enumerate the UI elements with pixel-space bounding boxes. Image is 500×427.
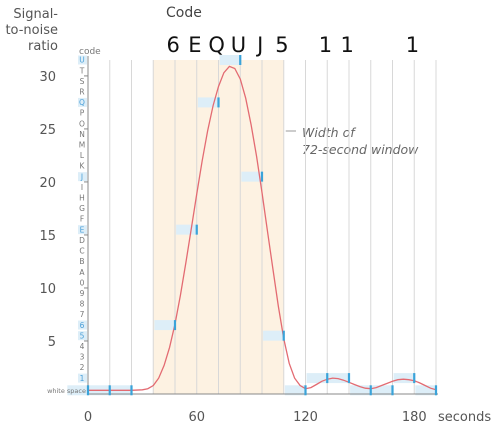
- code-letter-6: 1: [319, 33, 332, 57]
- code-tick-30: T: [79, 66, 85, 75]
- sample-bar-13: [371, 385, 393, 396]
- y-tick-label-15: 15: [39, 229, 56, 244]
- code-highlight-20: [78, 172, 87, 182]
- code-tick-31: U: [79, 56, 85, 65]
- sample-bar-4: [176, 224, 197, 235]
- sample-bar-3: [154, 320, 175, 331]
- code-axis-label: code: [79, 47, 101, 57]
- code-tick-3: 3: [80, 353, 85, 362]
- curve-group: [88, 65, 437, 391]
- x-tick-label-60: 60: [188, 410, 205, 425]
- code-highlight-27: [78, 97, 87, 107]
- code-tick-6: 6: [80, 321, 85, 330]
- code-tick-29: S: [80, 77, 85, 86]
- sample-bar-10: [306, 373, 328, 384]
- code-tick-20: J: [80, 172, 83, 181]
- y-tick-label-20: 20: [39, 176, 56, 191]
- code-tick-9: 9: [80, 289, 85, 298]
- sample-bar-6: [219, 55, 241, 65]
- code-letter-5: 5: [275, 33, 288, 57]
- code-letter-2: Q: [208, 33, 225, 57]
- code-highlight-1: [78, 373, 87, 383]
- code-tick-15: E: [80, 225, 85, 234]
- code-tick-23: M: [79, 141, 85, 150]
- code-tick-13: C: [79, 247, 84, 256]
- code-tick-11: A: [79, 268, 85, 277]
- code-tick-5: 5: [80, 331, 85, 340]
- window-annotation-line-1: Width of: [302, 125, 356, 140]
- sample-bar-8: [263, 330, 284, 341]
- code-tick-22: L: [80, 151, 85, 160]
- gridlines: [109, 60, 437, 394]
- code-tick-25: O: [79, 119, 85, 128]
- y-axis-label-line-2: to-noise: [5, 23, 58, 38]
- code-tick-14: D: [79, 236, 85, 245]
- code-tick-16: F: [80, 215, 84, 224]
- snr-curve: [88, 65, 437, 391]
- code-tick-19: I: [81, 183, 83, 192]
- code-highlight-15: [78, 225, 87, 235]
- code-title: Code: [166, 5, 202, 21]
- code-tick-28: R: [79, 88, 84, 97]
- code-highlight-6: [78, 320, 87, 330]
- code-tick-24: N: [79, 130, 85, 139]
- code-letter-8: 1: [406, 33, 419, 57]
- code-highlight-31: [78, 55, 87, 65]
- code-highlight-5: [78, 331, 87, 341]
- code-tick-18: H: [79, 194, 85, 203]
- sample-bar-5: [197, 97, 219, 108]
- y-axis-label-line-3: ratio: [28, 39, 58, 54]
- code-tick-8: 8: [80, 300, 85, 309]
- code-tick-27: Q: [79, 98, 85, 107]
- sample-bar-7: [241, 171, 262, 182]
- y-tick-label-25: 25: [39, 123, 56, 138]
- y-tick-label-5: 5: [48, 335, 56, 350]
- code-letter-0: 6: [167, 33, 180, 57]
- code-letter-1: E: [188, 33, 201, 57]
- code-letter-7: 1: [341, 33, 354, 57]
- code-tick-2: 2: [80, 363, 85, 372]
- code-tick-17: G: [79, 204, 85, 213]
- sample-bar-9: [284, 385, 306, 396]
- sample-bar-15: [415, 385, 436, 396]
- x-tick-label-0: 0: [84, 410, 92, 425]
- code-tick-21: K: [80, 162, 86, 171]
- y-tick-label-30: 30: [39, 70, 56, 85]
- window-annotation-line-2: 72-second window: [302, 142, 419, 157]
- y-axis-label-line-1: Signal-: [13, 7, 58, 22]
- code-tick-1: 1: [80, 374, 85, 383]
- x-axis-unit: seconds: [438, 410, 491, 425]
- code-letter-4: J: [255, 33, 263, 57]
- x-tick-label-120: 120: [293, 410, 318, 425]
- sample-bar-12: [350, 385, 371, 396]
- sample-bar-14: [393, 373, 415, 384]
- code-tick-4: 4: [80, 342, 85, 351]
- code-letter-3: U: [231, 33, 246, 57]
- code-tick-7: 7: [80, 310, 85, 319]
- code-tick-26: P: [80, 109, 85, 118]
- x-tick-label-180: 180: [402, 410, 427, 425]
- code-tick-10: 0: [80, 278, 85, 287]
- sample-markers: [86, 55, 438, 396]
- sample-bar-0: [67, 385, 88, 396]
- code-tick-0: white space: [47, 387, 86, 395]
- code-tick-12: B: [79, 257, 84, 266]
- y-tick-label-10: 10: [39, 282, 56, 297]
